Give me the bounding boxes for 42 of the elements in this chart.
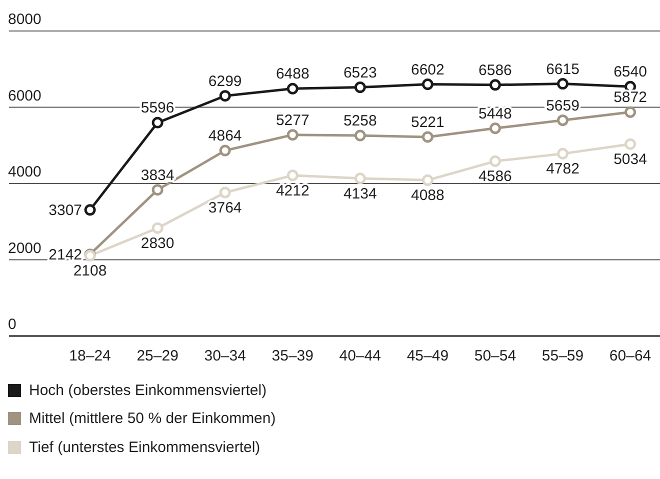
data-label: 4782 xyxy=(546,160,580,178)
data-label: 6602 xyxy=(411,61,444,78)
y-tick-label: 2000 xyxy=(8,240,42,257)
x-tick-label: 60–64 xyxy=(609,348,652,365)
x-tick-label: 30–34 xyxy=(204,348,246,365)
data-label: 5034 xyxy=(614,151,647,168)
x-tick-label: 45–49 xyxy=(406,348,449,365)
data-label: 3307 xyxy=(48,202,82,219)
legend-label: Hoch (oberstes Einkommensviertel) xyxy=(29,382,267,399)
data-label: 6299 xyxy=(208,72,242,90)
y-tick-label: 4000 xyxy=(8,164,42,180)
x-tick-label: 55–59 xyxy=(542,348,584,365)
data-label: 5221 xyxy=(411,114,444,131)
y-tick-label: 6000 xyxy=(8,87,42,104)
data-label: 4088 xyxy=(411,187,444,204)
data-label: 6586 xyxy=(478,62,512,79)
data-label: 5448 xyxy=(478,105,512,122)
data-label: 4864 xyxy=(208,128,242,145)
data-label: 5258 xyxy=(343,112,377,130)
data-label: 2142 xyxy=(48,246,82,264)
data-label: 4212 xyxy=(276,182,310,200)
legend-label: Mittel (mittlere 50 % der Einkommen) xyxy=(29,410,276,428)
data-label: 6488 xyxy=(276,66,310,83)
data-label: 2830 xyxy=(140,235,174,252)
legend-label: Tief (unterstes Einkommensviertel) xyxy=(29,438,260,456)
data-label: 3834 xyxy=(140,166,174,184)
x-tick-label: 18–24 xyxy=(69,348,111,365)
data-label: 6615 xyxy=(546,60,580,78)
data-label: 6540 xyxy=(614,64,647,81)
data-label: 5277 xyxy=(276,112,310,129)
data-label: 6523 xyxy=(343,64,377,82)
x-tick-label: 50–54 xyxy=(474,348,516,365)
x-tick-label: 40–44 xyxy=(339,348,382,365)
data-label: 4134 xyxy=(343,185,377,202)
x-tick-label: 35–39 xyxy=(272,348,314,365)
data-label: 4586 xyxy=(478,168,512,186)
data-label: 5872 xyxy=(614,89,647,106)
x-tick-label: 25–29 xyxy=(136,348,178,365)
y-tick-label: 8000 xyxy=(8,11,42,28)
data-label: 2108 xyxy=(73,262,107,280)
data-label: 3764 xyxy=(208,199,242,216)
y-tick-label: 0 xyxy=(8,316,16,333)
